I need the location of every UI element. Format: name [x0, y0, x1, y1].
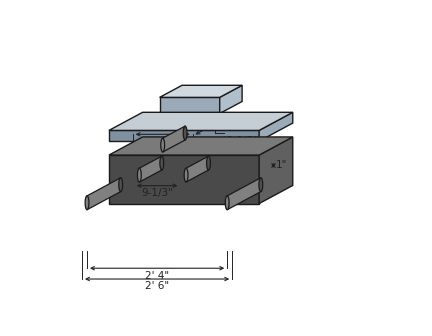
- Polygon shape: [87, 178, 121, 210]
- Polygon shape: [259, 137, 293, 204]
- Polygon shape: [109, 155, 259, 204]
- Polygon shape: [227, 178, 261, 210]
- Ellipse shape: [206, 156, 210, 170]
- Ellipse shape: [184, 168, 188, 182]
- Ellipse shape: [160, 156, 164, 170]
- Text: 9-1/3": 9-1/3": [141, 188, 173, 198]
- Polygon shape: [220, 85, 242, 114]
- Ellipse shape: [225, 196, 229, 210]
- Polygon shape: [140, 156, 162, 182]
- Polygon shape: [109, 137, 293, 155]
- Ellipse shape: [85, 196, 89, 210]
- Ellipse shape: [119, 178, 123, 192]
- Text: 2' 4": 2' 4": [145, 270, 169, 281]
- Text: 4": 4": [200, 118, 211, 128]
- Polygon shape: [259, 112, 293, 141]
- Ellipse shape: [137, 168, 141, 182]
- Polygon shape: [186, 156, 209, 182]
- Polygon shape: [160, 85, 242, 97]
- Text: 1' 0": 1' 0": [151, 123, 175, 133]
- Ellipse shape: [183, 126, 187, 140]
- Polygon shape: [160, 97, 220, 114]
- Ellipse shape: [259, 178, 263, 192]
- Text: 1 1/2": 1 1/2": [227, 136, 258, 146]
- Ellipse shape: [161, 138, 165, 152]
- Polygon shape: [163, 126, 185, 152]
- Text: 1": 1": [276, 160, 287, 170]
- Polygon shape: [109, 112, 293, 130]
- Text: 2' 6": 2' 6": [145, 281, 169, 291]
- Polygon shape: [109, 130, 259, 141]
